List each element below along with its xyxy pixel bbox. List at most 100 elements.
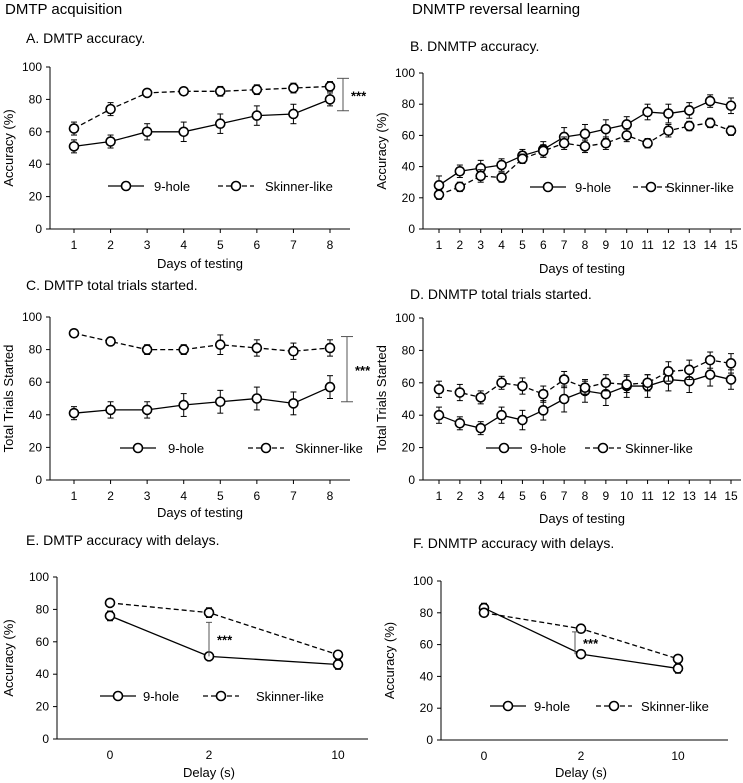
data-point xyxy=(704,369,716,381)
x-tick-label: 2 xyxy=(107,238,114,252)
legend-label: Skinner-like xyxy=(625,441,693,456)
data-point xyxy=(178,399,190,411)
x-axis-label: Days of testing xyxy=(157,256,243,271)
data-point xyxy=(600,123,612,135)
legend-label: 9-hole xyxy=(154,179,190,194)
x-tick-label: 6 xyxy=(254,238,261,252)
data-point xyxy=(478,607,490,619)
legend-marker xyxy=(597,442,609,454)
legend-label: 9-hole xyxy=(168,441,204,456)
series-skinner-like xyxy=(68,81,336,136)
data-point xyxy=(104,597,116,609)
data-point xyxy=(496,172,507,183)
data-point xyxy=(332,649,344,661)
series-skinner-like xyxy=(433,117,737,200)
x-tick-label: 2 xyxy=(107,489,114,503)
y-tick-label: 80 xyxy=(29,343,43,357)
x-tick-label: 15 xyxy=(724,238,738,252)
x-tick-label: 6 xyxy=(254,489,261,503)
data-point xyxy=(663,366,674,377)
x-tick-label: 8 xyxy=(582,238,589,252)
x-tick-label: 7 xyxy=(290,489,297,503)
x-tick-label: 13 xyxy=(683,238,697,252)
panel-title: B. DNMTP accuracy. xyxy=(410,38,539,54)
data-point xyxy=(475,422,487,434)
x-tick-label: 4 xyxy=(498,489,505,503)
x-tick-label: 1 xyxy=(71,489,78,503)
significance-bracket: *** xyxy=(337,77,367,112)
y-tick-label: 60 xyxy=(402,376,416,390)
data-point xyxy=(496,159,507,171)
legend-label: Skinner-like xyxy=(641,699,709,714)
data-point xyxy=(68,141,80,152)
data-point xyxy=(704,354,716,366)
data-point xyxy=(104,610,116,622)
series-9-hole xyxy=(478,602,684,674)
series-line xyxy=(73,332,331,352)
data-point xyxy=(725,358,737,369)
y-tick-label: 20 xyxy=(36,700,50,714)
left-column-heading: DMTP acquisition xyxy=(5,1,122,18)
x-tick-label: 14 xyxy=(703,238,717,252)
data-point xyxy=(663,125,674,137)
x-tick-label: 3 xyxy=(477,489,484,503)
data-point xyxy=(725,125,737,137)
series-line xyxy=(73,98,331,148)
data-point xyxy=(558,374,570,385)
x-tick-label: 12 xyxy=(662,489,676,503)
y-tick-label: 0 xyxy=(408,473,415,487)
data-point xyxy=(288,345,299,357)
significance-label: *** xyxy=(355,363,371,378)
series-line xyxy=(438,359,732,399)
data-point xyxy=(105,404,116,416)
legend: 9-hole Skinner-like xyxy=(486,441,693,456)
legend-marker xyxy=(230,180,242,192)
legend-label: Skinner-like xyxy=(265,179,333,194)
legend: 9-hole Skinner-like xyxy=(530,180,734,195)
y-tick-label: 60 xyxy=(402,128,416,142)
chart-c: C. DMTP total trials started. 0 20 40 60 80 10… xyxy=(1,277,371,520)
data-point xyxy=(68,327,80,339)
x-tick-label: 3 xyxy=(144,238,151,252)
significance-label: *** xyxy=(583,636,599,651)
data-point xyxy=(288,398,299,409)
data-point xyxy=(68,407,80,419)
data-point xyxy=(475,392,487,403)
series-skinner-like xyxy=(478,607,684,665)
data-point xyxy=(517,414,528,426)
data-point xyxy=(642,106,653,118)
data-point xyxy=(496,377,507,389)
data-point xyxy=(642,377,653,389)
data-point xyxy=(621,379,633,390)
x-tick-label: 0 xyxy=(107,748,114,762)
x-tick-label: 0 xyxy=(481,749,488,763)
y-tick-label: 20 xyxy=(29,190,43,204)
x-tick-label: 7 xyxy=(561,489,568,503)
data-point xyxy=(214,339,226,351)
legend-label: Skinner-like xyxy=(666,180,734,195)
data-point xyxy=(178,126,190,138)
data-point xyxy=(600,137,612,149)
x-tick-label: 10 xyxy=(671,749,685,763)
data-point xyxy=(178,344,190,355)
significance-label: *** xyxy=(217,632,233,647)
right-column-heading: DNMTP reversal learning xyxy=(412,1,580,18)
data-point xyxy=(537,388,549,400)
x-tick-label: 9 xyxy=(603,489,610,503)
data-point xyxy=(433,180,445,191)
x-tick-label: 12 xyxy=(662,238,676,252)
data-point xyxy=(558,137,570,149)
data-point xyxy=(454,417,466,429)
data-point xyxy=(141,126,153,138)
y-axis-label: Total Trials Started xyxy=(1,345,16,453)
data-point xyxy=(251,342,263,354)
data-point xyxy=(141,404,153,416)
legend: 9-hole Skinner-like xyxy=(108,179,333,194)
data-point xyxy=(251,84,263,95)
x-tick-label: 8 xyxy=(582,489,589,503)
legend-marker xyxy=(502,700,514,712)
legend-marker xyxy=(645,181,657,193)
series-skinner-like xyxy=(68,327,336,360)
data-point xyxy=(496,409,507,421)
